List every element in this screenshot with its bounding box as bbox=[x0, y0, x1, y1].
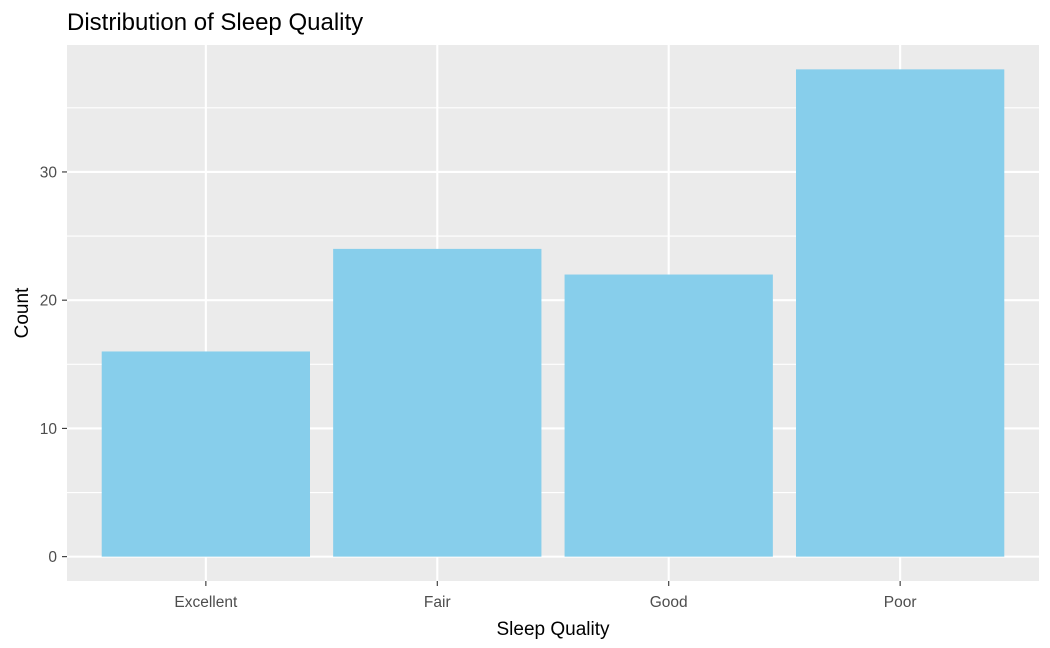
x-axis-title: Sleep Quality bbox=[496, 619, 610, 640]
y-tick-label: 30 bbox=[40, 164, 58, 181]
y-axis: 0 10 20 30 bbox=[40, 164, 67, 566]
bar-good bbox=[564, 274, 773, 557]
bars bbox=[101, 69, 1005, 557]
y-axis-title: Count bbox=[12, 287, 33, 338]
x-axis: Excellent Fair Good Poor bbox=[174, 581, 917, 611]
chart-title: Distribution of Sleep Quality bbox=[67, 9, 363, 36]
bar-fair bbox=[333, 248, 542, 557]
x-tick-label: Poor bbox=[884, 594, 917, 611]
y-tick-label: 0 bbox=[48, 549, 57, 566]
x-tick-label: Fair bbox=[424, 594, 451, 611]
y-tick-label: 20 bbox=[40, 293, 58, 310]
bar-excellent bbox=[101, 351, 310, 557]
x-tick-label: Good bbox=[650, 594, 688, 611]
bar-poor bbox=[796, 69, 1005, 557]
x-tick-label: Excellent bbox=[174, 594, 238, 611]
y-tick-label: 10 bbox=[40, 421, 58, 438]
